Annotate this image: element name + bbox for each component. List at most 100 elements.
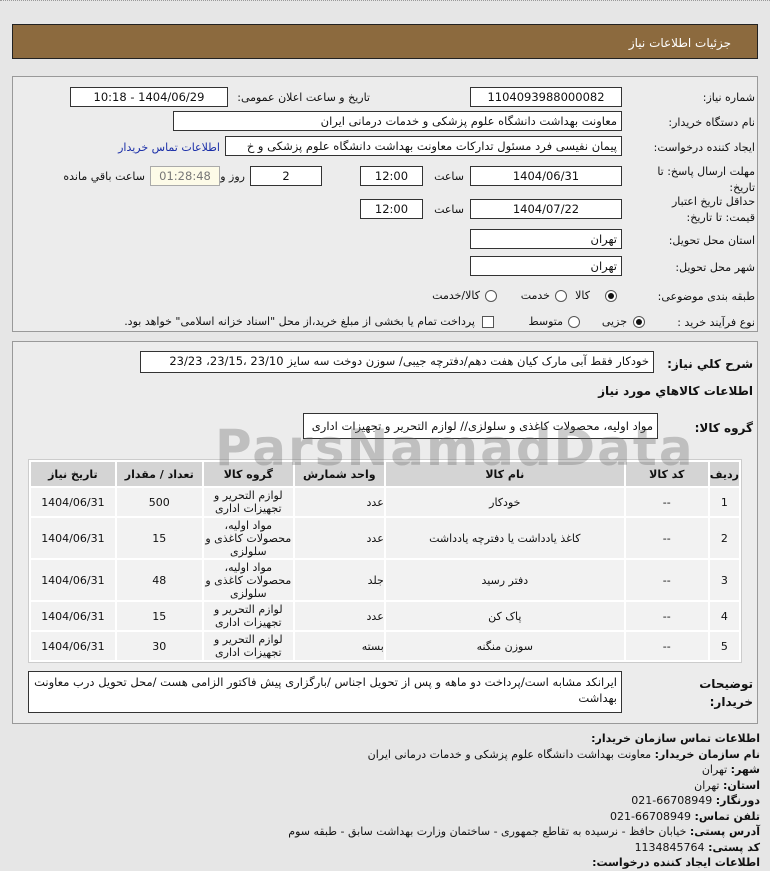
cell-row-number: 4 — [709, 602, 739, 630]
cell-quantity: 48 — [116, 560, 202, 600]
category-option-service: خدمت — [520, 289, 550, 302]
table-row: 2 -- کاغذ یادداشت یا دفترچه یادداشت عدد مواد… — [31, 518, 739, 558]
deadline-time-label: ساعت — [434, 170, 464, 183]
process-label: نوع فرآیند خرید : — [677, 316, 755, 329]
goods-group-label: گروه کالا: — [694, 421, 753, 435]
cell-goods-name: سوزن منگنه — [385, 632, 624, 660]
treasury-payment-note: پرداخت تمام یا بخشی از مبلغ خرید،از محل … — [124, 315, 475, 328]
deadline-date-field: 1404/06/31 — [470, 166, 622, 186]
goods-heading: اطلاعات کالاهاي مورد نياز — [598, 384, 753, 398]
contact-fax-label: دورنگار: — [715, 794, 760, 807]
validity-label: حداقل تاریخ اعتبار قیمت: تا تاریخ: — [671, 195, 755, 224]
cell-need-date: 1404/06/31 — [31, 560, 115, 600]
treasury-payment-checkbox[interactable] — [482, 316, 494, 328]
need-number-field: 1104093988000082 — [470, 87, 622, 107]
contact-province-label: استان: — [723, 778, 760, 792]
buyer-org-label: نام دستگاه خریدار: — [668, 116, 755, 129]
days-label: روز و — [220, 170, 245, 183]
cell-quantity: 15 — [116, 602, 202, 630]
cell-need-date: 1404/06/31 — [31, 602, 115, 630]
col-row: ردیف — [709, 462, 739, 486]
category-label: طبقه بندی موضوعی: — [657, 290, 755, 303]
need-number-label: شماره نیاز: — [702, 91, 755, 104]
remaining-label: ساعت باقي مانده — [63, 170, 145, 183]
buyer-contact-link[interactable]: اطلاعات تماس خریدار — [118, 141, 220, 154]
goods-group-field: مواد اولیه، محصولات کاغذی و سلولزی// لوا… — [303, 413, 658, 439]
cell-unit: بسته — [294, 632, 384, 660]
cell-goods-name: دفتر رسید — [385, 560, 624, 600]
creator-info-heading: اطلاعات ایجاد کننده درخواست: — [592, 856, 760, 869]
contact-postal: 1134845764 — [634, 840, 705, 854]
contact-heading: اطلاعات تماس سازمان خریدار: — [591, 732, 760, 745]
cell-goods-name: خودکار — [385, 488, 624, 516]
validity-date-field: 1404/07/22 — [470, 199, 622, 219]
process-option-minor: جزیی — [601, 315, 627, 328]
province-label: استان محل تحویل: — [668, 234, 755, 247]
process-option-medium: متوسط — [528, 315, 563, 328]
cell-unit: عدد — [294, 602, 384, 630]
col-qty: تعداد / مقدار — [116, 462, 202, 486]
cell-need-date: 1404/06/31 — [31, 488, 115, 516]
contact-org: معاونت بهداشت دانشگاه علوم پزشکی و خدمات… — [367, 747, 652, 761]
buyer-contact-section: اطلاعات تماس سازمان خریدار: نام سازمان خ… — [0, 731, 760, 871]
process-radio-medium[interactable] — [568, 316, 580, 328]
contact-province: تهران — [694, 778, 720, 792]
category-option-goods: کالا — [575, 289, 590, 302]
summary-field: خودکار فقط آبی مارک کیان هفت دهم/دفترچه … — [140, 351, 654, 373]
table-row: 4 -- پاک کن عدد لوازم التحریر و تجهیزات ادار… — [31, 602, 739, 630]
category-radio-goods[interactable] — [605, 290, 617, 302]
table-row: 1 -- خودکار عدد لوازم التحریر و تجهیزات ادار… — [31, 488, 739, 516]
category-radio-service[interactable] — [555, 290, 567, 302]
cell-need-date: 1404/06/31 — [31, 632, 115, 660]
category-option-both: کالا/خدمت — [432, 289, 480, 302]
cell-unit: عدد — [294, 488, 384, 516]
col-name: نام کالا — [385, 462, 624, 486]
cell-goods-code: -- — [625, 632, 708, 660]
cell-unit: عدد — [294, 518, 384, 558]
contact-fax: 66708949-021 — [631, 794, 713, 807]
cell-goods-name: کاغذ یادداشت یا دفترچه یادداشت — [385, 518, 624, 558]
creator-field: پیمان نفیسی فرد مسئول تدارکات معاونت بهد… — [225, 136, 622, 156]
deadline-time-field: 12:00 — [360, 166, 423, 186]
announce-field: 1404/06/29 - 10:18 — [70, 87, 228, 107]
table-header-row: ردیف کد کالا نام کالا واحد شمارش گروه کا… — [31, 462, 739, 486]
contact-phone: 66708949-021 — [610, 809, 692, 823]
col-code: کد کالا — [625, 462, 708, 486]
table-row: 5 -- سوزن منگنه بسته لوازم التحریر و تجهیزات… — [31, 632, 739, 660]
notes-field: ایرانکد مشابه است/پرداخت دو ماهه و پس از… — [28, 671, 622, 713]
col-date: تاریخ نیاز — [31, 462, 115, 486]
cell-goods-code: -- — [625, 560, 708, 600]
page-header: جزئیات اطلاعات نیاز — [12, 24, 758, 59]
cell-quantity: 15 — [116, 518, 202, 558]
process-radio-minor[interactable] — [633, 316, 645, 328]
cell-goods-group: لوازم التحریر و تجهیزات اداری — [203, 602, 293, 630]
col-unit: واحد شمارش — [294, 462, 384, 486]
validity-time-label: ساعت — [434, 203, 464, 216]
deadline-label: مهلت ارسال پاسخ: تا تاریخ: — [657, 165, 755, 194]
contact-city-label: شهر: — [730, 763, 760, 776]
cell-row-number: 3 — [709, 560, 739, 600]
province-field: تهران — [470, 229, 622, 249]
countdown-field: 01:28:48 — [150, 166, 220, 186]
col-group: گروه کالا — [203, 462, 293, 486]
buyer-org-field: معاونت بهداشت دانشگاه علوم پزشکی و خدمات… — [173, 111, 622, 131]
cell-goods-code: -- — [625, 488, 708, 516]
contact-phone-label: تلفن تماس: — [694, 809, 760, 823]
cell-row-number: 1 — [709, 488, 739, 516]
cell-row-number: 5 — [709, 632, 739, 660]
table-row: 3 -- دفتر رسید جلد مواد اولیه، محصولات کاغذی… — [31, 560, 739, 600]
cell-row-number: 2 — [709, 518, 739, 558]
cell-goods-code: -- — [625, 602, 708, 630]
contact-org-label: نام سازمان خریدار: — [654, 747, 760, 761]
contact-postal-label: کد پستی: — [708, 840, 760, 854]
contact-address: خیابان حافظ - نرسیده به تقاطع جمهوری - س… — [288, 825, 687, 838]
category-radio-both[interactable] — [485, 290, 497, 302]
city-field: تهران — [470, 256, 622, 276]
notes-label: توضیحات خریدار: — [699, 677, 753, 709]
cell-goods-code: -- — [625, 518, 708, 558]
announce-label: تاریخ و ساعت اعلان عمومی: — [237, 91, 370, 104]
cell-goods-group: لوازم التحریر و تجهیزات اداری — [203, 488, 293, 516]
goods-table: ردیف کد کالا نام کالا واحد شمارش گروه کا… — [28, 459, 742, 663]
contact-address-label: آدرس پستی: — [689, 825, 760, 838]
cell-goods-group: مواد اولیه، محصولات کاغذی و سلولزی — [203, 518, 293, 558]
